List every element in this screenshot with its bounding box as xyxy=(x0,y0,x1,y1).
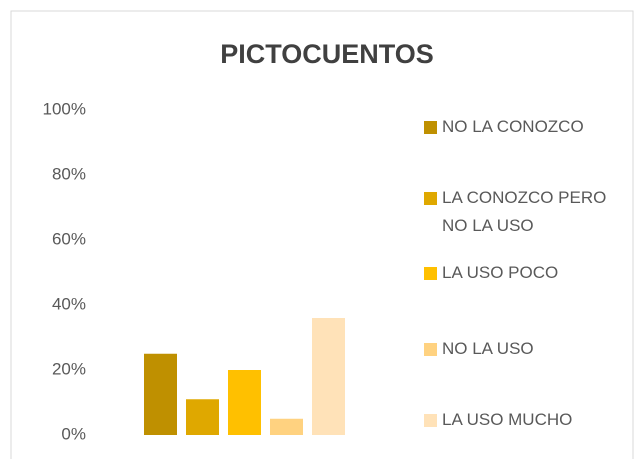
y-tick-label: 100% xyxy=(43,99,86,118)
legend-label: LA USO MUCHO xyxy=(442,410,573,429)
legend-swatch xyxy=(424,267,437,280)
legend-item: NO LA CONOZCO xyxy=(424,113,614,141)
legend-item: LA USO POCO xyxy=(424,259,614,287)
bar xyxy=(228,370,261,435)
y-tick-label: 20% xyxy=(52,359,86,378)
bar xyxy=(312,318,345,435)
y-tick-label: 0% xyxy=(61,424,86,443)
y-tick-label: 60% xyxy=(52,229,86,248)
legend-swatch xyxy=(424,192,437,205)
legend-swatch xyxy=(424,121,437,134)
legend-label: NO LA CONOZCO xyxy=(442,117,584,136)
legend-swatch xyxy=(424,414,437,427)
bar xyxy=(144,353,177,435)
legend-label: NO LA USO xyxy=(442,339,534,358)
legend-label: LA CONOZCO PERO NO LA USO xyxy=(442,188,607,235)
legend-item: NO LA USO xyxy=(424,335,614,363)
legend-label: LA USO POCO xyxy=(442,263,559,282)
y-tick-label: 40% xyxy=(52,294,86,313)
legend-item: LA USO MUCHO xyxy=(424,406,614,434)
legend-item: LA CONOZCO PERO NO LA USO xyxy=(424,184,614,240)
bar xyxy=(186,399,219,435)
chart-title: PICTOCUENTOS xyxy=(220,39,434,69)
chart-border xyxy=(10,10,634,459)
bar xyxy=(270,418,303,435)
y-tick-label: 80% xyxy=(52,164,86,183)
legend-swatch xyxy=(424,343,437,356)
